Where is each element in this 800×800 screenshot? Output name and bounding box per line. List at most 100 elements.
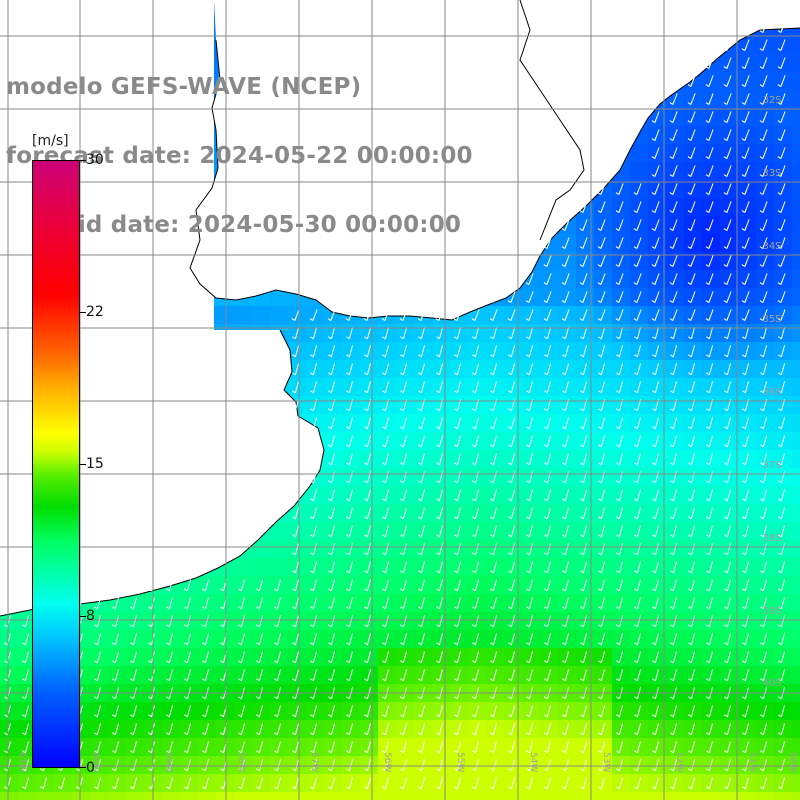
wind-arrow xyxy=(724,507,732,520)
wind-arrow xyxy=(670,777,678,790)
wind-arrow xyxy=(633,273,642,286)
wind-cell xyxy=(792,540,800,559)
wind-arrow xyxy=(364,507,372,520)
wind-arrow xyxy=(544,363,552,376)
lon-label: 50W xyxy=(787,752,797,772)
wind-arrow xyxy=(742,633,750,646)
wind-arrow xyxy=(562,777,570,790)
wind-arrow xyxy=(651,129,660,142)
wind-arrow xyxy=(634,417,642,430)
wind-cell xyxy=(666,792,685,800)
wind-arrow xyxy=(597,291,606,304)
wind-arrow xyxy=(544,651,552,664)
wind-arrow xyxy=(436,543,444,556)
wind-arrow xyxy=(562,759,570,772)
wind-arrow xyxy=(705,273,714,286)
wind-arrow xyxy=(328,453,336,466)
wind-arrow xyxy=(454,723,462,736)
wind-arrow xyxy=(490,489,498,502)
wind-arrow xyxy=(472,561,480,574)
wind-cell xyxy=(792,720,800,739)
wind-arrow xyxy=(723,183,732,196)
wind-arrow xyxy=(760,435,768,448)
wind-arrow xyxy=(328,543,336,556)
wind-arrow xyxy=(238,705,246,718)
wind-arrow xyxy=(418,507,426,520)
wind-arrow xyxy=(580,345,588,358)
wind-arrow xyxy=(741,219,750,232)
wind-arrow xyxy=(490,669,498,682)
wind-cell xyxy=(792,324,800,343)
wind-arrow xyxy=(364,741,372,754)
wind-arrow xyxy=(669,201,678,214)
wind-arrow xyxy=(562,561,570,574)
wind-arrow xyxy=(723,309,732,322)
wind-arrow xyxy=(112,777,120,790)
wind-arrow xyxy=(256,759,264,772)
lon-label: 51W xyxy=(747,752,757,772)
colorbar-tick xyxy=(80,767,86,768)
wind-arrow xyxy=(382,741,390,754)
wind-arrow xyxy=(669,165,678,178)
wind-cell xyxy=(252,792,271,800)
wind-arrow xyxy=(166,633,174,646)
wind-arrow xyxy=(400,723,408,736)
wind-arrow xyxy=(705,255,714,268)
wind-arrow xyxy=(454,741,462,754)
wind-arrow xyxy=(490,417,498,430)
wind-cell xyxy=(792,72,800,91)
wind-arrow xyxy=(274,615,282,628)
wind-cell xyxy=(792,180,800,199)
wind-arrow xyxy=(778,777,786,790)
wind-arrow xyxy=(508,381,516,394)
wind-arrow xyxy=(364,759,372,772)
wind-arrow xyxy=(184,669,192,682)
wind-arrow xyxy=(472,363,480,376)
wind-arrow xyxy=(238,633,246,646)
wind-arrow xyxy=(238,615,246,628)
wind-arrow xyxy=(597,255,606,268)
wind-arrow xyxy=(292,615,300,628)
wind-arrow xyxy=(292,651,300,664)
wind-arrow xyxy=(705,309,714,322)
wind-arrow xyxy=(364,363,372,376)
wind-cell xyxy=(576,792,595,800)
wind-cell xyxy=(414,792,433,800)
wind-arrow xyxy=(454,525,462,538)
wind-arrow xyxy=(382,381,390,394)
wind-arrow xyxy=(705,111,714,124)
wind-arrow xyxy=(238,777,246,790)
wind-arrow xyxy=(652,327,660,340)
wind-arrow xyxy=(310,561,318,574)
wind-arrow xyxy=(310,669,318,682)
wind-arrow xyxy=(652,741,660,754)
wind-arrow xyxy=(688,579,696,592)
wind-arrow xyxy=(490,597,498,610)
wind-arrow xyxy=(687,255,696,268)
wind-arrow xyxy=(454,651,462,664)
wind-arrow xyxy=(490,651,498,664)
wind-arrow xyxy=(292,759,300,772)
wind-arrow xyxy=(778,579,786,592)
wind-arrow xyxy=(310,525,318,538)
wind-arrow xyxy=(508,741,516,754)
wind-arrow xyxy=(598,327,606,340)
wind-cell xyxy=(270,540,289,559)
wind-arrow xyxy=(670,363,678,376)
wind-arrow xyxy=(400,417,408,430)
wind-arrow xyxy=(616,489,624,502)
wind-arrow xyxy=(382,723,390,736)
wind-cell xyxy=(792,630,800,649)
wind-arrow xyxy=(724,453,732,466)
wind-arrow xyxy=(543,309,552,322)
wind-arrow xyxy=(202,651,210,664)
wind-arrow xyxy=(670,741,678,754)
wind-arrow xyxy=(670,579,678,592)
wind-cell xyxy=(252,306,271,325)
wind-arrow xyxy=(310,741,318,754)
wind-arrow xyxy=(22,777,30,790)
wind-arrow xyxy=(454,759,462,772)
wind-arrow xyxy=(418,759,426,772)
wind-arrow xyxy=(310,489,318,502)
wind-arrow xyxy=(687,147,696,160)
